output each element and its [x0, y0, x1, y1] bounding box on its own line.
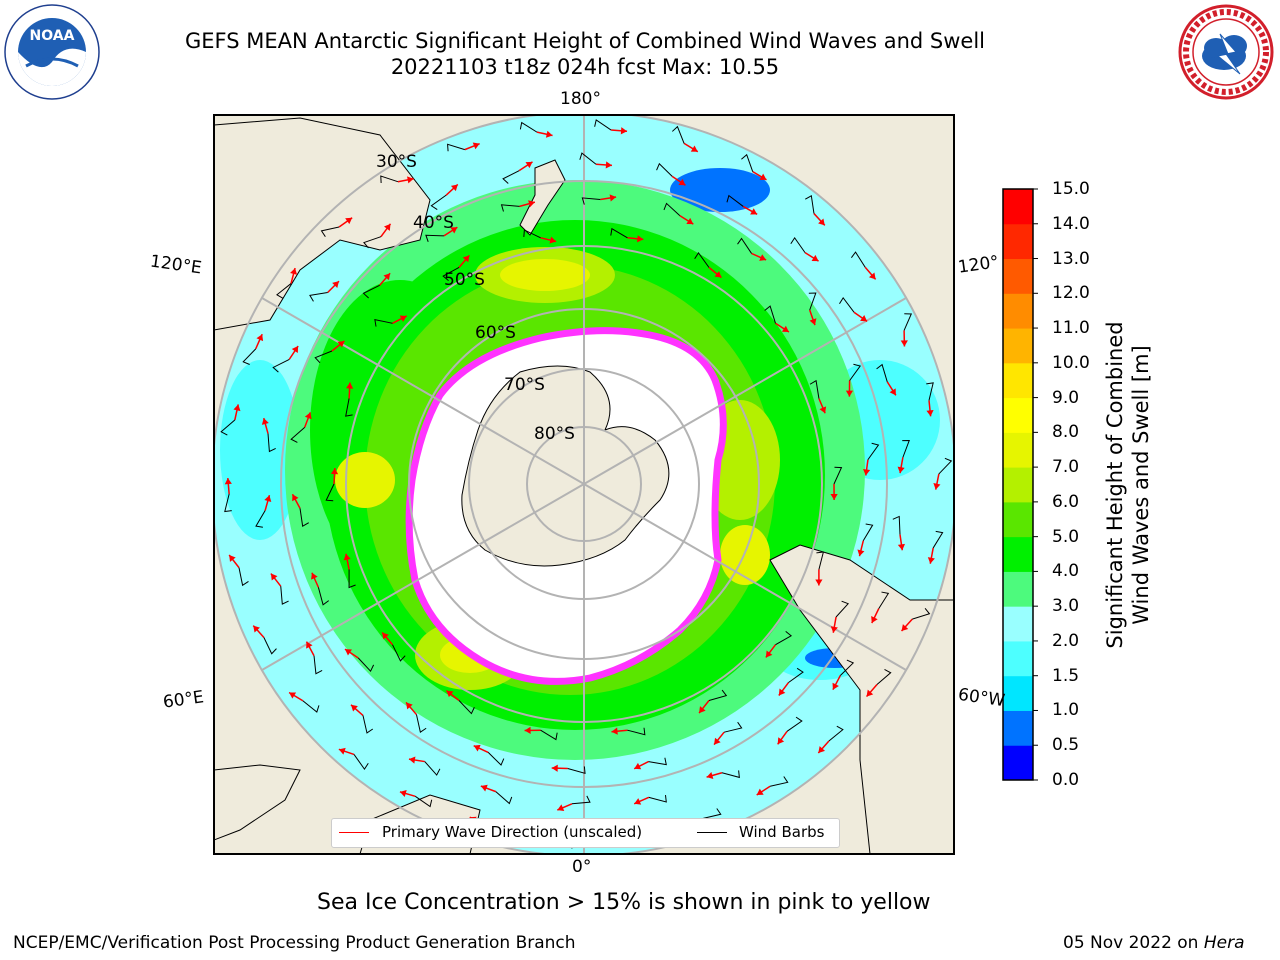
colorbar-tick-label: 15.0 — [1052, 180, 1090, 198]
colorbar-tick-label: 1.5 — [1052, 667, 1079, 685]
colorbar-tick-label: 2.0 — [1052, 632, 1079, 650]
map-canvas — [0, 0, 1280, 960]
colorbar-segment — [1003, 328, 1033, 363]
colorbar-tick-label: 7.0 — [1052, 458, 1079, 476]
colorbar-segment — [1003, 189, 1033, 224]
latitude-label-50s: 50°S — [444, 270, 485, 290]
meridian-label-top: 180° — [560, 89, 601, 109]
colorbar-segment — [1003, 710, 1033, 745]
sea-ice-caption: Sea Ice Concentration > 15% is shown in … — [317, 890, 931, 915]
colorbar-segment — [1003, 259, 1033, 294]
colorbar-segment — [1003, 467, 1033, 502]
footer-date-text: 05 Nov 2022 on — [1063, 933, 1204, 953]
latitude-label-40s: 40°S — [413, 213, 454, 233]
colorbar-tick-label: 3.0 — [1052, 597, 1079, 615]
colorbar-segment — [1003, 224, 1033, 259]
colorbar-tick-label: 12.0 — [1052, 284, 1090, 302]
map-legend: Primary Wave Direction (unscaled) Wind B… — [331, 818, 840, 848]
latitude-label-80s: 80°S — [534, 424, 575, 444]
colorbar-tick-label: 0.0 — [1052, 771, 1079, 789]
legend-label-wave: Primary Wave Direction (unscaled) — [382, 823, 642, 841]
colorbar-segment — [1003, 363, 1033, 398]
legend-line-wave — [339, 832, 369, 833]
colorbar-tick-label: 11.0 — [1052, 319, 1090, 337]
colorbar-segment — [1003, 293, 1033, 328]
colorbar-segment — [1003, 745, 1033, 780]
colorbar-segment — [1003, 537, 1033, 572]
colorbar-tick-label: 4.0 — [1052, 562, 1079, 580]
colorbar-tick-label: 10.0 — [1052, 354, 1090, 372]
latitude-label-30s: 30°S — [376, 152, 417, 172]
footer-date: 05 Nov 2022 on Hera — [1063, 933, 1245, 953]
colorbar-tick-label: 13.0 — [1052, 250, 1090, 268]
footer-credit: NCEP/EMC/Verification Post Processing Pr… — [13, 933, 576, 953]
legend-line-barb — [697, 832, 727, 833]
colorbar-segment — [1003, 432, 1033, 467]
colorbar-tick-label: 9.0 — [1052, 389, 1079, 407]
meridian-label-bottom: 0° — [572, 857, 591, 877]
colorbar-segment — [1003, 606, 1033, 641]
colorbar-segment — [1003, 641, 1033, 676]
colorbar-label-line2: Wind Waves and Swell [m] — [1129, 345, 1153, 625]
colorbar-tick-label: 8.0 — [1052, 423, 1079, 441]
colorbar-segment — [1003, 502, 1033, 537]
colorbar-segment — [1003, 676, 1033, 711]
footer-machine: Hera — [1204, 933, 1245, 953]
colorbar-tick-label: 1.0 — [1052, 701, 1079, 719]
latitude-label-70s: 70°S — [504, 375, 545, 395]
colorbar — [1003, 189, 1038, 781]
colorbar-tick-label: 5.0 — [1052, 528, 1079, 546]
colorbar-tick-label: 6.0 — [1052, 493, 1079, 511]
colorbar-segment — [1003, 571, 1033, 606]
latitude-label-60s: 60°S — [475, 323, 516, 343]
colorbar-tick-label: 0.5 — [1052, 736, 1079, 754]
colorbar-label-line1: Significant Height of Combined — [1103, 321, 1127, 648]
legend-label-barb: Wind Barbs — [739, 823, 824, 841]
colorbar-tick-label: 14.0 — [1052, 215, 1090, 233]
colorbar-segment — [1003, 398, 1033, 433]
